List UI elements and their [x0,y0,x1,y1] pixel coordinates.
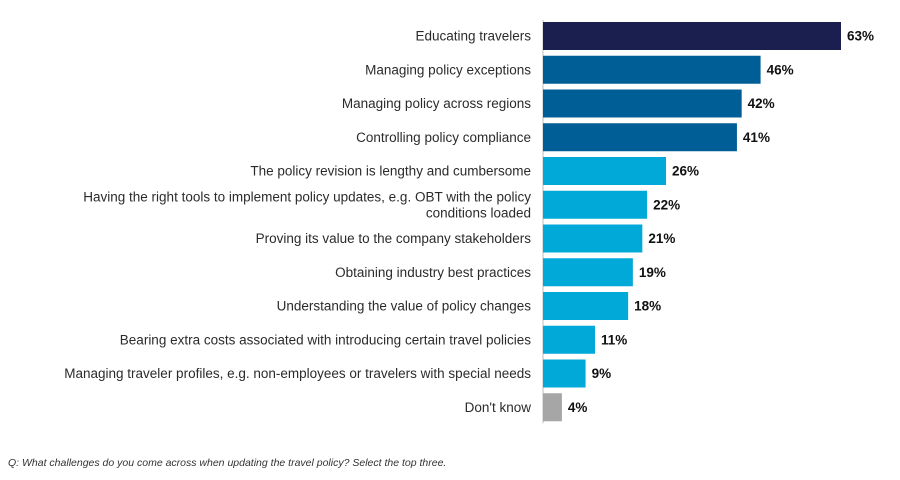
bar [543,359,586,388]
category-label-line: The policy revision is lengthy and cumbe… [250,164,531,179]
category-label-line: Educating travelers [415,29,531,44]
category-label: Managing policy exceptions [365,62,531,77]
category-label: Obtaining industry best practices [335,265,531,280]
bar [543,393,562,422]
category-label-line: Managing policy across regions [342,96,531,111]
category-label-line: conditions loaded [426,205,531,220]
category-label-line: Don't know [465,400,532,415]
category-label: Bearing extra costs associated with intr… [120,332,531,347]
category-label-line: Having the right tools to implement poli… [83,189,531,204]
category-label-line: Bearing extra costs associated with intr… [120,332,531,347]
category-label: Understanding the value of policy change… [277,299,532,314]
data-label: 21% [648,231,675,246]
category-label-line: Obtaining industry best practices [335,265,531,280]
data-label: 63% [847,29,874,44]
category-label: The policy revision is lengthy and cumbe… [250,164,531,179]
footnote-question: Q: What challenges do you come across wh… [8,457,447,469]
bar [543,224,643,253]
category-label-line: Controlling policy compliance [356,130,531,145]
data-label: 42% [748,96,775,111]
data-label: 19% [639,265,666,280]
bar [543,325,596,354]
category-label: Don't know [465,400,532,415]
data-label: 4% [568,400,588,415]
bar [543,292,629,320]
category-label: Having the right tools to implement poli… [83,189,531,220]
category-label-line: Managing traveler profiles, e.g. non-emp… [64,366,531,381]
data-label: 26% [672,164,699,179]
bar [543,190,648,219]
data-label: 41% [743,130,770,145]
bar-chart: 63% Educating travelers 46% Managing policy… [64,20,874,424]
category-label: Managing policy across regions [342,96,531,111]
data-label: 18% [634,299,661,314]
bar [543,55,761,84]
data-label: 11% [601,332,627,347]
bar [543,22,841,50]
data-label: 22% [653,197,680,212]
category-label-line: Managing policy exceptions [365,62,531,77]
category-label: Managing traveler profiles, e.g. non-emp… [64,366,531,381]
bar [543,123,737,152]
data-label: 46% [767,62,794,77]
bar [543,89,742,118]
category-label-line: Proving its value to the company stakeho… [256,231,532,246]
category-label: Educating travelers [415,29,531,44]
category-label: Controlling policy compliance [356,130,531,145]
bar [543,157,666,185]
data-label: 9% [592,366,612,381]
bar [543,258,633,287]
category-label-line: Understanding the value of policy change… [277,299,532,314]
category-label: Proving its value to the company stakeho… [256,231,532,246]
